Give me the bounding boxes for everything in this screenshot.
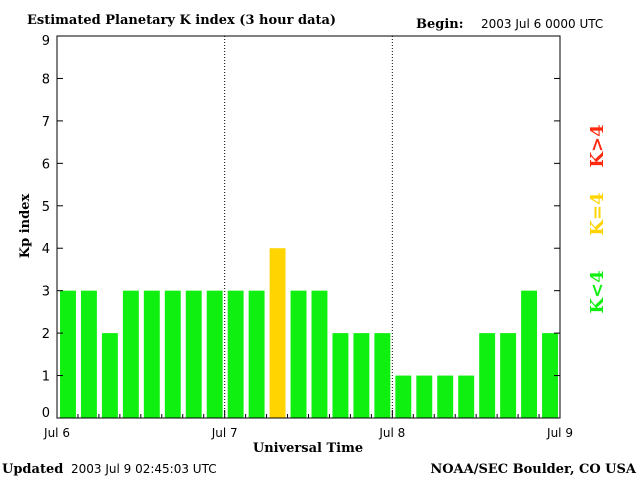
y-tick-label: 4 (42, 242, 50, 257)
kp-bar (101, 333, 118, 418)
kp-bar (269, 248, 286, 418)
kp-bar (395, 375, 412, 418)
y-tick-label: 9 (42, 34, 50, 49)
kp-bar (60, 290, 76, 418)
kp-bar (290, 290, 307, 418)
x-axis-title: Universal Time (253, 441, 363, 456)
credit-text: NOAA/SEC Boulder, CO USA (430, 462, 637, 477)
y-tick-label: 1 (42, 370, 50, 385)
x-day-label: Jul 9 (546, 426, 573, 440)
kp-bar (437, 375, 454, 418)
legend-item-label: K<4 (587, 270, 608, 313)
bars-group (60, 248, 558, 418)
kp-bar (353, 333, 370, 418)
kp-bar (206, 290, 223, 418)
y-tick-label: 8 (42, 72, 50, 87)
y-tick-label: 3 (42, 285, 50, 300)
grid-group (224, 36, 393, 418)
kp-bar (542, 333, 558, 418)
x-day-label: Jul 7 (211, 426, 238, 440)
kp-bar (80, 290, 97, 418)
updated-label: Updated (2, 462, 63, 477)
x-day-label: Jul 8 (378, 426, 405, 440)
x-axis-ticks: Jul 6 Jul 7 Jul 8 Jul 9 (43, 410, 573, 440)
kp-bar (122, 290, 139, 418)
y-tick-label: 6 (42, 157, 50, 172)
y-tick-label: 7 (42, 115, 50, 130)
y-tick-label: 0 (42, 406, 50, 421)
legend-item-label: K>4 (587, 124, 608, 167)
y-tick-label: 2 (42, 327, 50, 342)
kp-bar (227, 290, 244, 418)
kp-bar (416, 375, 433, 418)
kp-bar (248, 290, 265, 418)
updated-value: 2003 Jul 9 02:45:03 UTC (71, 462, 217, 476)
kp-bar (479, 333, 496, 418)
kp-bar (332, 333, 349, 418)
legend-item-label: K=4 (587, 192, 608, 235)
y-axis-title: Kp index (18, 194, 33, 259)
kp-bar (185, 290, 202, 418)
y-tick-label: 5 (42, 200, 50, 215)
x-day-label: Jul 6 (43, 426, 70, 440)
kp-bar (458, 375, 475, 418)
kp-bar (143, 290, 160, 418)
begin-label: Begin: (416, 17, 464, 32)
chart-title: Estimated Planetary K index (3 hour data… (27, 13, 336, 28)
kp-bar (374, 333, 391, 418)
kp-bar (521, 290, 538, 418)
kp-bar (311, 290, 328, 418)
kp-bar (164, 290, 181, 418)
legend: K<4 K=4 K>4 (587, 124, 608, 313)
y-axis-ticks: 0 1 2 3 4 5 6 7 8 9 (42, 34, 560, 421)
begin-value: 2003 Jul 6 0000 UTC (481, 17, 603, 31)
kp-bar (500, 333, 517, 418)
